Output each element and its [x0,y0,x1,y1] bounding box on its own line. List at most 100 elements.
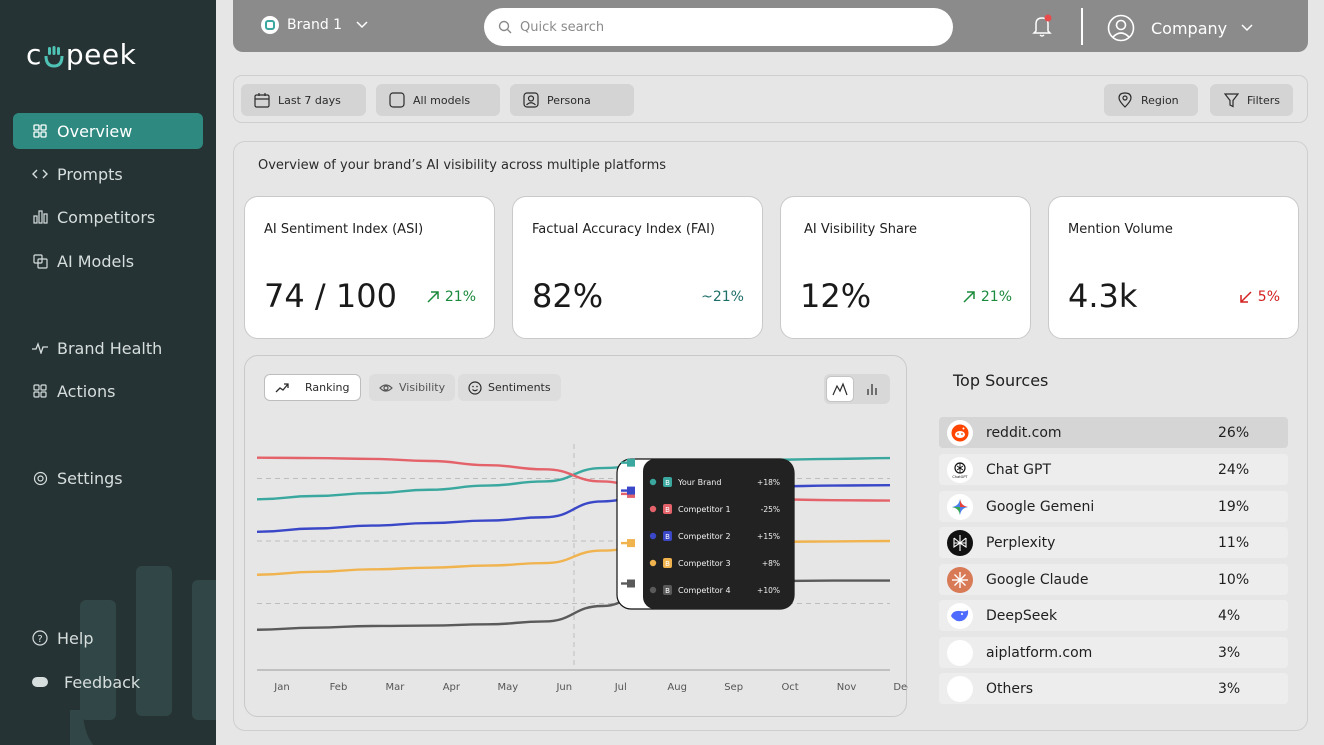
company-name: Company [1151,18,1228,38]
gear-icon [32,470,48,486]
kpi-value: 4.3k [1068,277,1138,315]
ranking-line-chart[interactable]: Jan Feb Mar Apr May Jun Jul Aug Sep Oct Nov Dec B You… [245,356,908,718]
tab-label: Visibility [399,381,446,394]
date-range-button[interactable]: Last 7 days [241,84,366,116]
tooltip-series-value: -25% [761,505,780,514]
filters-button[interactable]: Filters [1210,84,1293,116]
kpi-value: 74 / 100 [264,277,397,315]
sidebar-item-brand-health[interactable]: Brand Health [13,330,203,366]
brand-badge-letter: B [665,506,670,514]
kpi-title: Factual Accuracy Index (FAI) [532,222,716,237]
sidebar-item-help[interactable]: ? Help [13,620,203,656]
kpi-delta: 5% [1239,289,1280,305]
blank-icon [947,639,973,666]
bar-chart-icon [867,384,877,395]
source-row[interactable]: reddit.com 26% [939,417,1288,448]
sidebar-item-competitors[interactable]: Competitors [13,199,203,235]
chevron-down-icon [356,21,368,29]
sidebar: c peek Overview Prompts Competitors AI M… [0,0,216,745]
tab-visibility[interactable]: Visibility [369,374,456,401]
sidebar-item-feedback[interactable]: Feedback [13,664,203,700]
brand-badge-letter: B [665,587,670,595]
kpi-delta: 21% [426,289,476,305]
line-chart-toggle[interactable] [826,376,854,402]
brand-badge-letter: B [665,560,670,568]
persona-button[interactable]: Persona [510,84,634,116]
x-tick-label: Apr [443,682,461,693]
sidebar-item-label: Actions [57,381,116,401]
x-tick-label: Mar [385,682,405,693]
x-tick-label: Aug [667,682,687,693]
source-percent: 10% [1218,571,1250,588]
kpi-delta: 21% [962,289,1012,305]
source-row[interactable]: Google Gemeni 19% [939,491,1288,522]
layers-icon [32,253,48,269]
kpi-card-mention-volume[interactable]: Mention Volume 4.3k 5% [1048,196,1299,339]
search-box[interactable] [484,8,953,46]
source-row[interactable]: Others 3% [939,673,1288,704]
source-percent: 3% [1218,680,1241,697]
grid-icon [32,383,48,399]
deepseek-icon [947,602,973,629]
bar-chart-icon [32,209,48,225]
source-percent: 11% [1218,534,1250,551]
kpi-delta-value: 21% [444,289,476,305]
sidebar-item-actions[interactable]: Actions [13,373,203,409]
sidebar-item-settings[interactable]: Settings [13,460,203,496]
kpi-card-fai[interactable]: Factual Accuracy Index (FAI) 82% ~21% [512,196,763,339]
series-line [256,579,890,631]
brand-selector[interactable]: Brand 1 [261,16,368,34]
kpi-card-visibility-share[interactable]: AI Visibility Share 12% 21% [780,196,1031,339]
ranking-chart-card: Ranking Visibility Sentiments Jan Feb Mar A… [244,355,908,718]
sidebar-item-overview[interactable]: Overview [13,113,203,149]
source-name: Perplexity [986,534,1056,551]
tab-sentiments[interactable]: Sentiments [458,374,561,401]
company-menu[interactable]: Company [1107,14,1253,42]
source-row[interactable]: Google Claude 10% [939,564,1288,595]
tooltip-series-value: +18% [757,478,780,487]
arrow-up-right-icon [963,291,975,303]
x-tick-label: Sep [724,682,743,693]
logo-mark-icon [44,45,64,68]
tooltip-series-value: +10% [757,586,780,595]
kpi-delta-value: 21% [980,289,1012,305]
arrow-up-right-icon [427,291,439,303]
source-percent: 24% [1218,461,1250,478]
source-percent: 26% [1218,424,1250,441]
legend-dot [649,586,657,594]
kpi-title: AI Visibility Share [804,222,917,237]
trend-up-icon [275,381,289,395]
search-icon [498,20,512,34]
region-button[interactable]: Region [1104,84,1198,116]
source-row[interactable]: ChatGPT Chat GPT 24% [939,454,1288,485]
models-label: All models [413,93,471,107]
kpi-card-asi[interactable]: AI Sentiment Index (ASI) 74 / 100 21% [244,196,495,339]
overview-panel: Overview of your brand’s AI visibility a… [233,141,1308,731]
x-tick-label: Nov [837,682,857,693]
logo-suffix: peek [65,38,137,71]
tooltip-series-name: Competitor 3 [678,559,731,568]
search-input[interactable] [520,19,920,35]
sidebar-item-prompts[interactable]: Prompts [13,156,203,192]
sidebar-item-ai-models[interactable]: AI Models [13,243,203,279]
bar-chart-toggle[interactable] [858,376,886,402]
models-button[interactable]: All models [376,84,500,116]
source-row[interactable]: DeepSeek 4% [939,600,1288,631]
filter-bar: Last 7 days All models Persona Region Fi… [233,75,1308,123]
help-icon: ? [32,630,48,646]
sidebar-item-label: Feedback [64,672,141,692]
hover-marker [627,579,635,588]
filter-icon [1222,91,1240,109]
source-name: DeepSeek [986,607,1058,624]
tab-ranking[interactable]: Ranking [264,374,361,401]
source-row[interactable]: Perplexity 11% [939,527,1288,558]
source-row[interactable]: aiplatform.com 3% [939,637,1288,668]
sidebar-item-label: Brand Health [57,338,163,358]
brand-badge [663,531,672,541]
sidebar-item-label: Settings [57,468,123,488]
pulse-icon [32,340,48,356]
tooltip-box [643,459,794,609]
notification-bell-icon[interactable] [1031,14,1053,38]
brand-icon [261,16,279,34]
app-logo[interactable]: c peek [26,38,136,71]
